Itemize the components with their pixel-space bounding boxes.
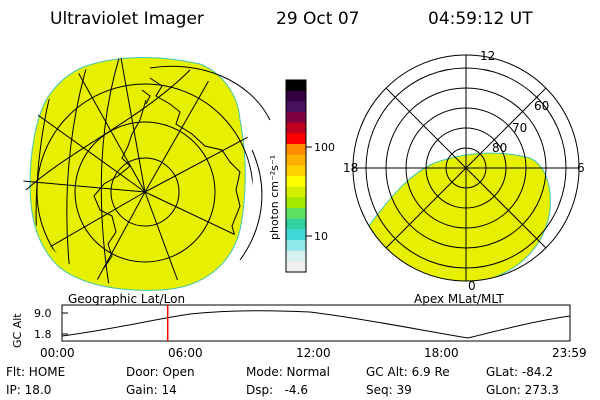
mlat-label-60: 60 bbox=[534, 99, 549, 113]
time-tick-1200: 12:00 bbox=[296, 346, 331, 360]
status-glon: GLon: 273.3 bbox=[486, 383, 559, 397]
mlat-label-70: 70 bbox=[512, 121, 527, 135]
status-ip: IP: 18.0 bbox=[6, 383, 51, 397]
magnetic-image-panel: 12 18 6 0 60 70 80 bbox=[343, 49, 585, 293]
mlt-label-6: 6 bbox=[577, 161, 585, 175]
status-gain: Gain: 14 bbox=[126, 383, 177, 397]
colorbar-band bbox=[286, 218, 306, 230]
colorbar-band bbox=[286, 133, 306, 145]
mlt-label-18: 18 bbox=[343, 161, 358, 175]
altitude-tick-9: 9.0 bbox=[34, 307, 52, 320]
geographic-image-panel bbox=[23, 56, 271, 291]
colorbar-band bbox=[286, 80, 306, 92]
time-tick-0000: 00:00 bbox=[40, 346, 75, 360]
status-mode: Mode: Normal bbox=[246, 365, 330, 379]
colorbar-band bbox=[286, 90, 306, 102]
colorbar-band bbox=[286, 250, 306, 262]
auroral-image-left bbox=[29, 56, 246, 291]
geographic-panel-label: Geographic Lat/Lon bbox=[68, 292, 185, 306]
altitude-plot: GC Alt 9.0 1.8 00:00 06:00 12:00 18:00 2… bbox=[11, 304, 587, 360]
status-glat: GLat: -84.2 bbox=[486, 365, 553, 379]
colorbar-tick-10: 10 bbox=[314, 230, 328, 243]
time-tick-1800: 18:00 bbox=[424, 346, 459, 360]
colorbar-band bbox=[286, 186, 306, 198]
time-tick-2359: 23:59 bbox=[552, 346, 587, 360]
altitude-axis-label: GC Alt bbox=[11, 313, 24, 348]
colorbar-scale bbox=[286, 80, 306, 273]
magnetic-panel-label: Apex MLat/MLT bbox=[414, 292, 504, 306]
instrument-title: Ultraviolet Imager bbox=[50, 9, 204, 29]
status-dsp: Dsp: -4.6 bbox=[246, 383, 308, 397]
mlat-label-80: 80 bbox=[492, 141, 507, 155]
colorbar-band bbox=[286, 176, 306, 188]
colorbar-band bbox=[286, 144, 306, 156]
date-label: 29 Oct 07 bbox=[276, 9, 359, 29]
status-gc-alt: GC Alt: 6.9 Re bbox=[366, 365, 450, 379]
colorbar-band bbox=[286, 122, 306, 134]
altitude-plot-frame bbox=[61, 304, 571, 342]
altitude-trace bbox=[62, 310, 570, 339]
status-flt: Flt: HOME bbox=[6, 365, 65, 379]
colorbar-band bbox=[286, 208, 306, 220]
colorbar-band bbox=[286, 261, 306, 273]
time-label: 04:59:12 UT bbox=[428, 9, 533, 29]
intensity-colorbar: 100 10 photon cm⁻²s⁻¹ bbox=[268, 79, 335, 273]
mlt-label-0: 0 bbox=[468, 279, 476, 293]
colorbar-band bbox=[286, 101, 306, 113]
colorbar-band bbox=[286, 112, 306, 124]
status-block: Flt: HOME IP: 18.0 Door: Open Gain: 14 M… bbox=[6, 365, 559, 397]
status-door: Door: Open bbox=[126, 365, 195, 379]
colorbar-unit-label: photon cm⁻²s⁻¹ bbox=[268, 155, 281, 240]
colorbar-band bbox=[286, 229, 306, 241]
status-seq: Seq: 39 bbox=[366, 383, 412, 397]
colorbar-tick-100: 100 bbox=[314, 141, 335, 154]
colorbar-band bbox=[286, 165, 306, 177]
colorbar-band bbox=[286, 154, 306, 166]
time-tick-0600: 06:00 bbox=[168, 346, 203, 360]
colorbar-band bbox=[286, 197, 306, 209]
altitude-tick-1-8: 1.8 bbox=[34, 328, 52, 341]
mlt-label-12: 12 bbox=[480, 49, 495, 63]
colorbar-band bbox=[286, 240, 306, 252]
auroral-image-right bbox=[357, 152, 551, 281]
mlat-grid bbox=[353, 55, 579, 281]
